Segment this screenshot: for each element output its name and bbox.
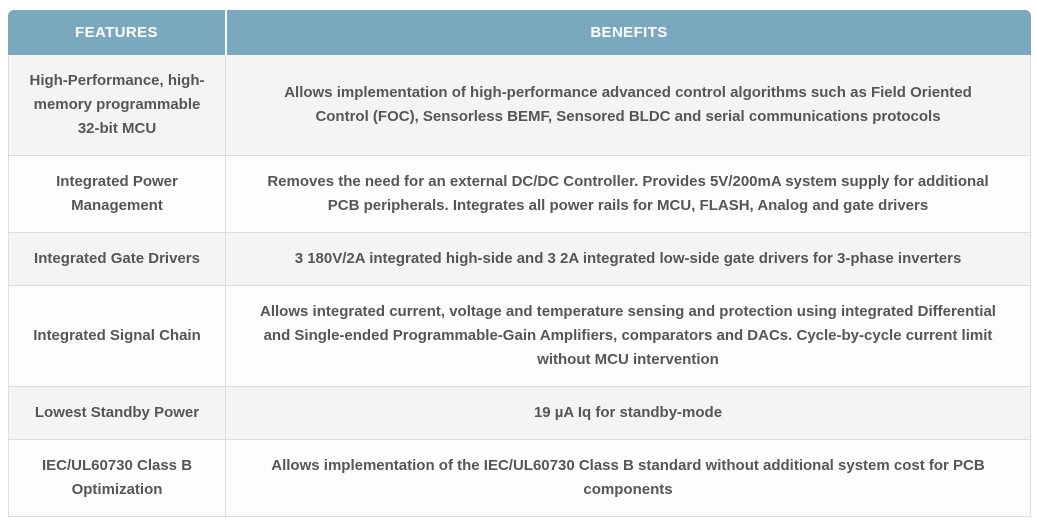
feature-cell: IEC/UL60730 Class B Optimization: [9, 440, 226, 516]
table-row: Integrated Signal Chain Allows integrate…: [9, 285, 1030, 386]
feature-cell: Integrated Signal Chain: [9, 286, 226, 386]
feature-cell: Lowest Standby Power: [9, 387, 226, 439]
table-row: Integrated Gate Drivers 3 180V/2A integr…: [9, 232, 1030, 285]
table-row: High-Performance, high-memory programmab…: [9, 55, 1030, 155]
features-benefits-table: FEATURES BENEFITS High-Performance, high…: [8, 10, 1031, 517]
feature-cell: Integrated Gate Drivers: [9, 233, 226, 285]
table-row: Lowest Standby Power 19 µA Iq for standb…: [9, 386, 1030, 439]
benefit-cell: 19 µA Iq for standby-mode: [226, 387, 1030, 439]
features-column-header: FEATURES: [8, 10, 225, 55]
feature-cell: High-Performance, high-memory programmab…: [9, 55, 226, 155]
benefits-column-header: BENEFITS: [227, 10, 1031, 55]
table-body: High-Performance, high-memory programmab…: [8, 55, 1031, 517]
benefit-cell: Allows integrated current, voltage and t…: [226, 286, 1030, 386]
table-header-row: FEATURES BENEFITS: [8, 10, 1031, 55]
table-row: IEC/UL60730 Class B Optimization Allows …: [9, 439, 1030, 516]
benefit-cell: Allows implementation of high-performanc…: [226, 55, 1030, 155]
benefit-cell: 3 180V/2A integrated high-side and 3 2A …: [226, 233, 1030, 285]
table-row: Integrated Power Management Removes the …: [9, 155, 1030, 232]
benefit-cell: Removes the need for an external DC/DC C…: [226, 156, 1030, 232]
feature-cell: Integrated Power Management: [9, 156, 226, 232]
benefit-cell: Allows implementation of the IEC/UL60730…: [226, 440, 1030, 516]
